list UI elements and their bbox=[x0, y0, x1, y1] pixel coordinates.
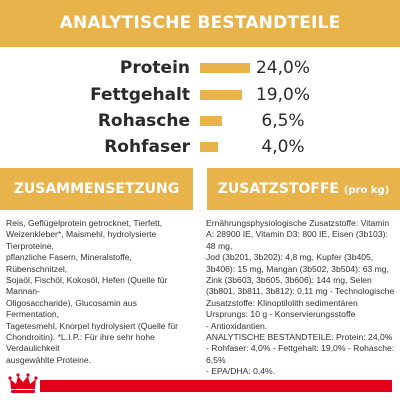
analysis-row-rohfaser: Rohfaser 4,0% bbox=[0, 135, 400, 159]
analysis-row-fettgehalt: Fettgehalt 19,0% bbox=[0, 83, 400, 107]
composition-line: Sojaöl, Fischöl, Kokosöl, Hefen (Quelle … bbox=[6, 275, 168, 297]
additives-line: (3b801, 3b811, 3b812): 0,11 mg - Technol… bbox=[206, 286, 395, 297]
composition-line: Chondroitin). *L.I.P.: Für ihre sehr hoh… bbox=[6, 332, 155, 354]
analysis-label: Rohfaser bbox=[104, 137, 190, 157]
analysis-bar bbox=[200, 90, 243, 100]
analysis-value: 24,0% bbox=[255, 58, 311, 78]
analysis-label: Fettgehalt bbox=[90, 85, 190, 105]
additives-title-main: ZUSATZSTOFFE bbox=[217, 181, 339, 197]
analysis-row-protein: Protein 24,0% bbox=[0, 56, 400, 80]
additives-title-sub: (pro kg) bbox=[343, 185, 390, 196]
composition-line: Oligosaccharide), Glucosamin aus Ferment… bbox=[6, 297, 137, 320]
composition-banner: ZUSAMMENSETZUNG bbox=[0, 168, 193, 210]
composition-line: Reis, Geflügelprotein getrocknet, Tierfe… bbox=[6, 218, 163, 228]
additives-line: - Antioxidantien. bbox=[206, 320, 268, 331]
additives-line: - EPA/DHA: 0,4%. bbox=[206, 366, 276, 377]
additives-line: Zink (3b603, 3b605, 3b606): 144 mg, Sele… bbox=[206, 275, 372, 286]
analysis-bar bbox=[200, 116, 223, 126]
royal-crown-icon bbox=[8, 373, 38, 393]
composition-text: Reis, Geflügelprotein getrocknet, Tierfe… bbox=[6, 218, 192, 366]
additives-text: Ernährungsphysiologische Zusatzstoffe: V… bbox=[206, 218, 396, 378]
composition-line: ausgewählte Proteine. bbox=[6, 354, 92, 365]
additives-line: - Rohfaser: 4,0% - Fettgehalt: 19,0% - R… bbox=[206, 343, 395, 365]
composition-line: Weizenkleber*, Maismehl, hydrolysierte T… bbox=[6, 229, 157, 251]
analysis-value: 4,0% bbox=[261, 137, 305, 157]
additives-title: ZUSATZSTOFFE (pro kg) bbox=[207, 181, 400, 197]
analysis-label: Rohasche bbox=[97, 111, 190, 131]
analysis-bar bbox=[200, 142, 219, 152]
additives-line: 3b406): 15 mg, Mangan (3b502, 3b504): 63… bbox=[206, 263, 389, 274]
composition-title: ZUSAMMENSETZUNG bbox=[13, 181, 180, 197]
additives-line: Ursprungs: 10 g - Konservierungsstoffe bbox=[206, 309, 356, 320]
additives-banner: ZUSATZSTOFFE (pro kg) bbox=[207, 168, 400, 210]
additives-line: Jod (3b201, 3b202): 4,8 mg, Kupfer (3b40… bbox=[206, 252, 374, 263]
analysis-bar bbox=[200, 63, 250, 73]
analysis-value: 19,0% bbox=[255, 85, 311, 105]
analysis-value: 6,5% bbox=[261, 111, 305, 131]
analysis-label: Protein bbox=[119, 58, 190, 78]
additives-line: ANALYTISCHE BESTANDTEILE: Protein: 24,0% bbox=[206, 332, 393, 343]
header-banner: ANALYTISCHE BESTANDTEILE bbox=[0, 0, 400, 47]
additives-line: A: 28900 IE, Vitamin D3: 800 IE, Eisen (… bbox=[206, 229, 388, 251]
brand-stripe bbox=[40, 380, 392, 392]
composition-line: Tagetesmehl, Knorpel hydrolysiert (Quell… bbox=[6, 320, 178, 331]
additives-line: Zusatzstoffe: Klinoptilolith sedimentäre… bbox=[206, 297, 358, 308]
page-title: ANALYTISCHE BESTANDTEILE bbox=[59, 13, 341, 33]
composition-line: pflanzliche Fasern, Mineralstoffe, Rüben… bbox=[6, 252, 132, 274]
additives-line: Ernährungsphysiologische Zusatzstoffe: V… bbox=[206, 218, 390, 228]
analysis-row-rohasche: Rohasche 6,5% bbox=[0, 109, 400, 133]
